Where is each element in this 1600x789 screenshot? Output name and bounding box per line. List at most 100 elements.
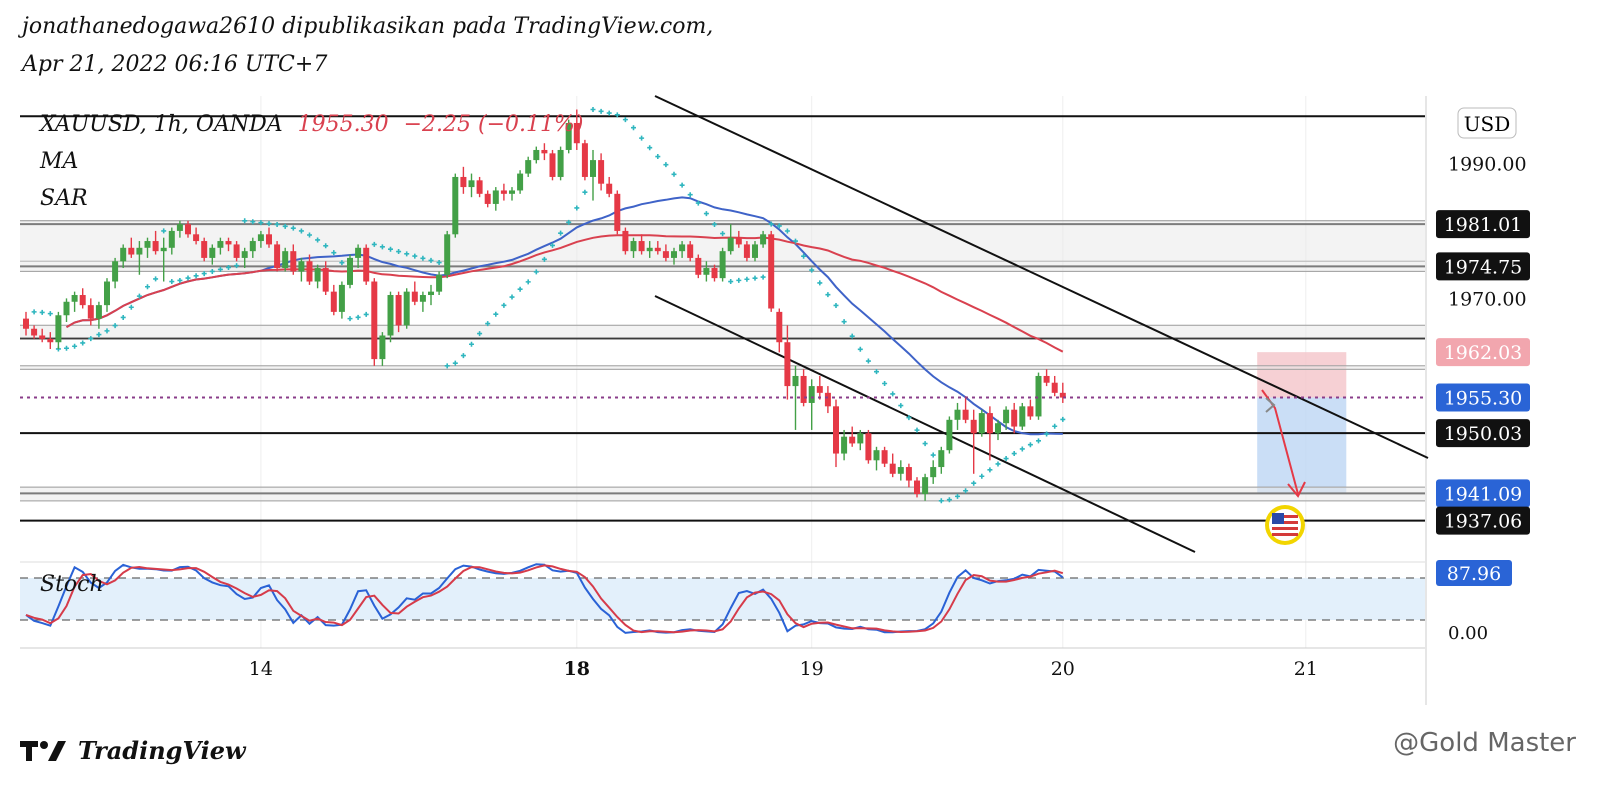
candle-body [411,291,418,302]
candle-body [185,224,191,235]
candle-body [290,251,297,272]
candle-body [679,244,686,252]
candle-body [241,251,248,258]
candle-body [330,291,337,312]
candle-body [436,274,443,292]
candle-body [144,241,151,248]
price-axis-labels: 1981.01 1974.75 1962.03 1955.30 1950.03 1941.… [1436,210,1530,535]
candle-body [1027,406,1034,417]
candle-body [662,251,669,258]
candle-body [403,291,410,326]
legend-symbol-row[interactable]: XAUUSD, 1h, OANDA 1955.30 −2.25 (−0.11%) [40,112,584,137]
candle-body [314,268,321,282]
candle-body [338,284,345,312]
sar-dot [420,255,426,261]
candle-body [905,467,912,481]
sar-dot [744,276,750,282]
candle-body [274,244,281,269]
candle-body [792,375,799,387]
time-tick-label: 20 [1051,658,1075,680]
position-target-zone[interactable] [1257,397,1347,494]
candle-body [881,450,888,464]
candle-body [646,247,653,252]
time-tick-label: 14 [249,658,273,680]
sar-dot [533,269,539,275]
candle-body [509,190,515,194]
forecast-arrow[interactable] [1261,389,1299,495]
candle-body [168,230,175,248]
candle-body [306,261,313,282]
time-tick-label: 21 [1294,658,1318,680]
horizontal-levels[interactable] [20,115,1425,522]
level-zone [20,487,1425,501]
candle-body [193,234,200,242]
price-label: 1962.03 [1444,342,1523,364]
sar-dot [501,302,507,308]
candle-body [557,149,564,177]
sar-dot [379,244,385,250]
candle-body [533,149,540,161]
candle-body [735,237,742,245]
sar-dot [955,493,960,499]
channel-upper-line[interactable] [654,95,1429,459]
candle-body [31,328,38,336]
sar-dot [776,223,782,229]
candle-body [630,241,637,252]
currency-badge[interactable] [1457,107,1517,139]
sar-dot [541,256,547,262]
candle-body [549,153,556,177]
channel-lower-line[interactable] [654,295,1196,553]
sar-dot [436,260,442,266]
sar-dot [217,266,223,272]
sar-dot [550,242,555,248]
candle-body [95,305,102,319]
candle-body [800,375,807,403]
sar-dot [39,309,45,315]
sar-dot [647,145,653,151]
sar-dot [169,279,175,285]
sar-dot [1003,456,1009,462]
price-label: 1955.30 [1444,388,1523,410]
level-zone [20,365,1425,370]
sar-dot [477,331,483,337]
sar-dot [598,108,604,114]
candle-body [946,419,953,451]
sar-dot [234,263,240,269]
sar-dot [752,275,758,281]
tradingview-brand[interactable]: TradingView [20,736,246,765]
candle-body [104,281,110,306]
sar-dot [104,328,110,334]
sar-dot [801,253,807,259]
sar-dot [558,230,564,236]
sar-dot [388,246,393,252]
sar-dot [347,316,353,322]
position-stop-zone[interactable] [1257,352,1347,398]
sar-dot [971,480,977,486]
time-tick-label: 18 [564,658,590,680]
sar-dot [1019,446,1025,452]
candle-body [363,247,370,282]
sar-dot [525,279,531,285]
sar-dot [825,292,831,298]
sar-dot [930,452,936,458]
legend-sar[interactable]: SAR [40,186,88,211]
sar-dot [655,154,661,160]
time-tick-label: 19 [800,658,824,680]
legend-ma[interactable]: MA [40,149,79,174]
stoch-value-badge [1436,560,1512,586]
sar-dot [817,280,823,286]
sar-dot [112,323,118,329]
candle-body [23,318,29,329]
sar-dot [760,274,766,280]
candle-body [525,160,532,174]
sar-dots [31,106,1066,504]
legend-stoch[interactable]: Stoch [40,572,104,597]
us-event-flag-icon[interactable] [1265,505,1305,545]
candle-body [152,241,159,252]
sar-dot [784,228,790,234]
candle-body [209,247,216,258]
candle-body [752,244,758,258]
entry-chevron [1265,397,1276,413]
candle-body [379,335,386,360]
